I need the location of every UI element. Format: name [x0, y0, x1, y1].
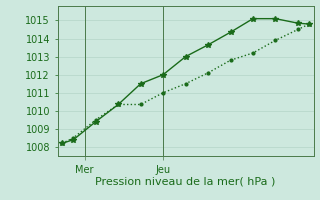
- X-axis label: Pression niveau de la mer( hPa ): Pression niveau de la mer( hPa ): [95, 176, 276, 186]
